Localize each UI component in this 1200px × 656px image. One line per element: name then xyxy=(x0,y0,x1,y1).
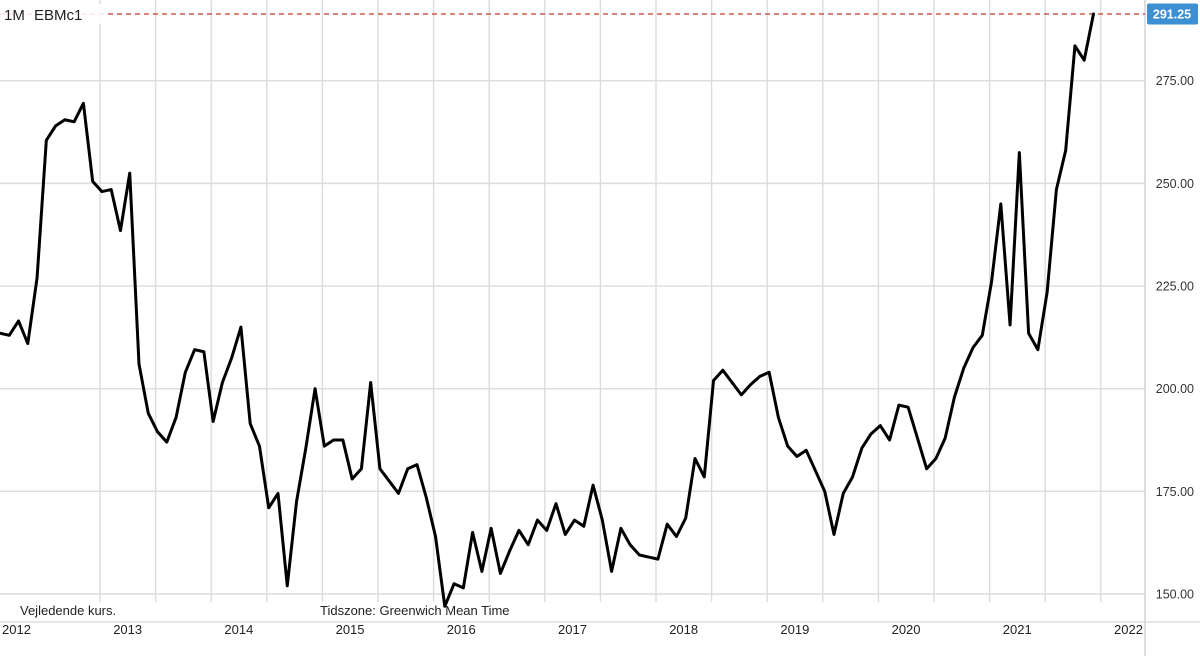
last-price-badge: 291.25 xyxy=(1147,3,1198,25)
y-tick-label: 250.00 xyxy=(1156,177,1194,191)
x-tick-label: 2021 xyxy=(1003,622,1032,637)
x-tick-label: 2018 xyxy=(669,622,698,637)
x-tick-label: 2012 xyxy=(2,622,31,637)
last-price-label: 291.25 xyxy=(1153,8,1191,22)
vertical-gridlines xyxy=(99,0,1102,602)
x-tick-label: 2014 xyxy=(224,622,253,637)
x-tick-label: 2019 xyxy=(780,622,809,637)
y-axis-ticks: 150.00 175.00 200.00 225.00 250.00 275.00 xyxy=(1156,74,1194,601)
y-tick-label: 175.00 xyxy=(1156,485,1194,499)
y-tick-label: 225.00 xyxy=(1156,280,1194,294)
y-tick-label: 150.00 xyxy=(1156,588,1194,602)
last-price-badge-bg xyxy=(1147,3,1198,25)
price-series-line xyxy=(0,12,1095,608)
x-tick-label: 2013 xyxy=(113,622,142,637)
symbol-label: EBMc1 xyxy=(34,7,82,24)
x-tick-label: 2015 xyxy=(336,622,365,637)
header-bg xyxy=(0,4,104,24)
period-label: 1M xyxy=(4,7,25,24)
x-tick-label: 2017 xyxy=(558,622,587,637)
x-tick-label: 2022 xyxy=(1114,622,1143,637)
y-tick-label: 275.00 xyxy=(1156,74,1194,88)
horizontal-gridlines xyxy=(0,80,1145,595)
timezone-note: Tidszone: Greenwich Mean Time xyxy=(320,603,510,618)
y-tick-label: 200.00 xyxy=(1156,382,1194,396)
indicative-price-note: Vejledende kurs. xyxy=(20,603,116,618)
x-tick-label: 2016 xyxy=(447,622,476,637)
x-axis-ticks: 2012 2013 2014 2015 2016 2017 2018 2019 2020 2021… xyxy=(2,622,1143,637)
x-tick-label: 2020 xyxy=(892,622,921,637)
